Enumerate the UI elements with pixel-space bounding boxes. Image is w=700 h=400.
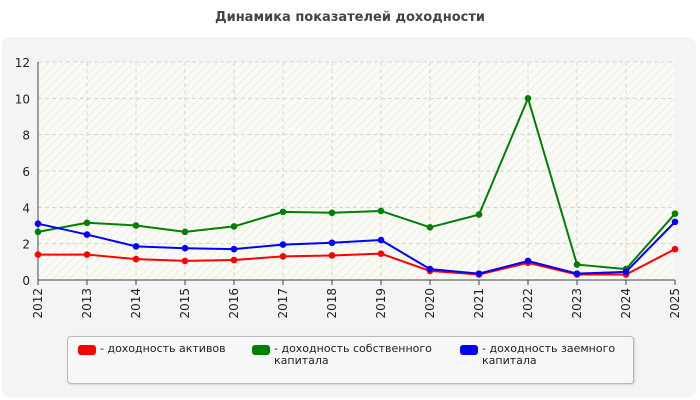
y-tick-label: 2 bbox=[22, 238, 30, 252]
chart-title: Динамика показателей доходности bbox=[215, 10, 485, 25]
data-point-assets bbox=[671, 245, 679, 253]
data-point-equity bbox=[181, 228, 189, 236]
data-point-equity bbox=[475, 211, 483, 218]
data-point-debt bbox=[328, 239, 336, 247]
series-line-assets bbox=[38, 248, 676, 276]
x-tick-label: 2021 bbox=[472, 288, 486, 319]
data-point-debt bbox=[83, 231, 91, 238]
data-point-debt bbox=[34, 220, 42, 227]
x-tick-label: 2016 bbox=[227, 288, 241, 319]
legend-swatch-equity bbox=[252, 345, 270, 355]
data-point-equity bbox=[671, 210, 679, 217]
y-tick-label: 10 bbox=[15, 92, 30, 106]
legend-label-assets: - доходность активов bbox=[100, 342, 226, 355]
data-point-debt bbox=[671, 218, 679, 226]
data-point-debt bbox=[524, 257, 532, 265]
legend-label-debt: - доходность заемного капитала bbox=[482, 342, 616, 367]
x-tick-label: 2024 bbox=[619, 288, 633, 319]
x-tick-label: 2012 bbox=[31, 288, 45, 319]
x-tick-label: 2015 bbox=[178, 288, 192, 319]
x-tick-label: 2023 bbox=[570, 288, 584, 319]
x-tick-label: 2018 bbox=[325, 288, 339, 319]
legend: - доходность активов - доходность собств… bbox=[67, 336, 634, 384]
series-line-equity bbox=[37, 97, 676, 271]
y-tick-label: 8 bbox=[22, 129, 30, 143]
legend-item-debt: - доходность заемного капитала bbox=[460, 343, 632, 367]
data-point-equity bbox=[132, 222, 140, 229]
x-tick-label: 2014 bbox=[129, 288, 143, 319]
data-point-assets bbox=[279, 253, 287, 260]
data-point-assets bbox=[83, 251, 91, 258]
data-point-assets bbox=[328, 252, 336, 259]
data-point-assets bbox=[230, 256, 238, 264]
data-point-assets bbox=[132, 255, 140, 263]
x-tick-label: 2019 bbox=[374, 288, 388, 319]
data-point-assets bbox=[34, 251, 42, 258]
data-point-equity bbox=[426, 224, 434, 231]
data-point-debt bbox=[279, 241, 287, 248]
data-point-debt bbox=[573, 270, 581, 277]
series-line-debt bbox=[37, 221, 676, 275]
y-tick-label: 4 bbox=[22, 201, 30, 215]
legend-swatch-debt bbox=[460, 345, 478, 355]
data-point-debt bbox=[230, 245, 238, 253]
data-point-debt bbox=[181, 244, 189, 252]
x-tick-label: 2025 bbox=[668, 288, 682, 319]
legend-item-equity: - доходность собственного капитала bbox=[252, 343, 442, 367]
legend-label-equity: - доходность собственного капитала bbox=[274, 342, 432, 367]
y-tick-label: 6 bbox=[22, 165, 30, 179]
data-point-equity bbox=[230, 223, 238, 230]
y-tick-label: 0 bbox=[22, 274, 30, 288]
data-point-debt bbox=[622, 268, 630, 276]
y-tick-label: 12 bbox=[15, 56, 30, 70]
x-tick-label: 2013 bbox=[80, 288, 94, 319]
x-tick-label: 2017 bbox=[276, 288, 290, 319]
data-point-debt bbox=[377, 236, 385, 244]
data-point-assets bbox=[181, 257, 189, 265]
x-tick-label: 2020 bbox=[423, 288, 437, 319]
data-point-debt bbox=[132, 243, 140, 250]
data-point-debt bbox=[475, 270, 483, 277]
legend-item-assets: - доходность активов bbox=[78, 343, 250, 355]
data-point-assets bbox=[377, 250, 385, 257]
data-point-equity bbox=[83, 219, 91, 227]
data-point-equity bbox=[279, 208, 287, 216]
legend-swatch-assets bbox=[78, 345, 96, 355]
data-point-equity bbox=[34, 228, 42, 236]
data-point-equity bbox=[328, 209, 336, 217]
data-point-equity bbox=[377, 207, 385, 215]
data-point-debt bbox=[426, 265, 434, 273]
x-tick-label: 2022 bbox=[521, 288, 535, 319]
data-point-equity bbox=[573, 261, 581, 268]
data-point-equity bbox=[524, 95, 532, 102]
